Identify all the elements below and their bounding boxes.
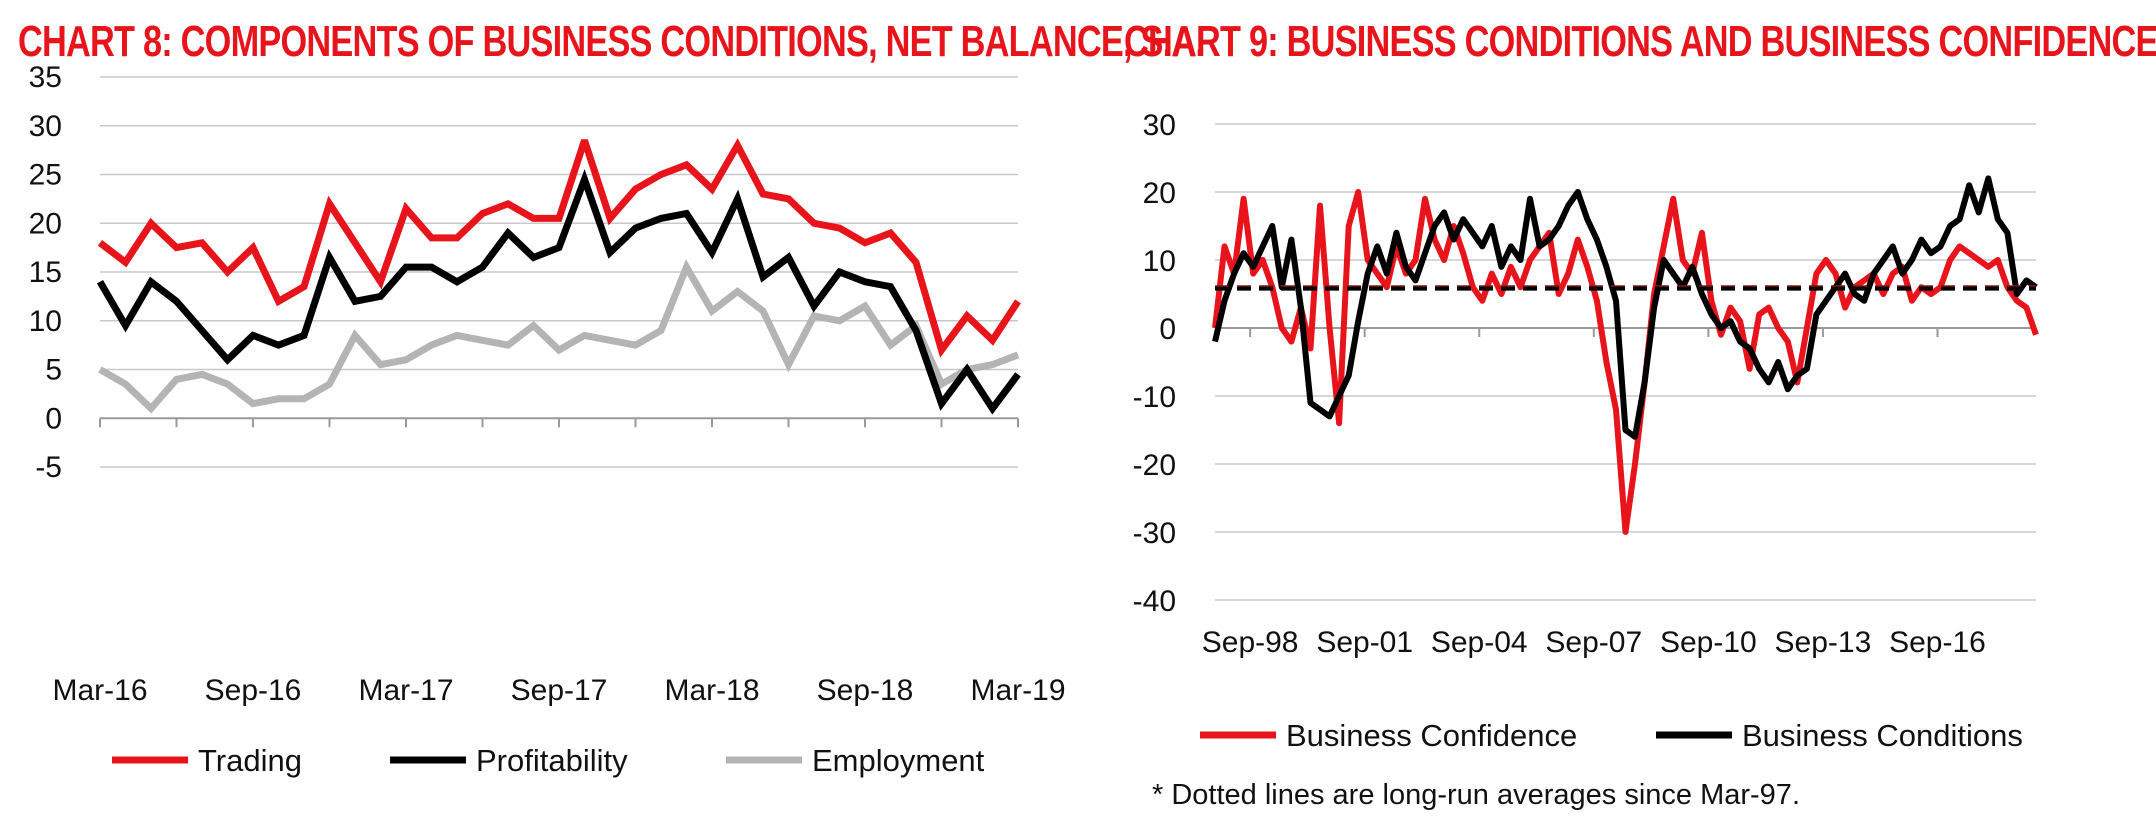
x-tick-label: Sep-04 [1431,626,1528,659]
x-tick-label: Mar-19 [970,674,1065,707]
x-tick-label: Sep-07 [1545,626,1642,659]
chart-9-title: CHART 9: BUSINESS CONDITIONS AND BUSINES… [1124,17,2156,66]
legend-label-business-conditions: Business Conditions [1742,718,2023,753]
legend-label-trading: Trading [198,743,302,778]
footnote: * Dotted lines are long-run averages sin… [1152,779,1800,811]
legend-label-employment: Employment [812,743,985,778]
x-tick-label: Sep-13 [1775,626,1872,659]
y-tick-label: 20 [29,207,62,240]
y-tick-label: 20 [1143,177,1176,210]
chart-9: -40 -30 -20 -10 0 10 20 30 Sep-98 Sep-01 Sep-04 Se… [1133,109,2039,811]
y-tick-label: 0 [45,402,62,435]
x-tick-label: Sep-01 [1316,626,1413,659]
y-tick-label: -30 [1133,517,1176,550]
x-tick-label: Sep-18 [817,674,914,707]
x-tick-label: Mar-17 [358,674,453,707]
chart-8-title: CHART 8: COMPONENTS OF BUSINESS CONDITIO… [18,17,1205,66]
x-tick-label: Mar-16 [52,674,147,707]
series-line-employment [98,259,1020,414]
y-tick-label: 15 [29,256,62,289]
y-tick-label: 10 [29,305,62,338]
chart-8: -5 0 5 10 15 20 25 30 35 Mar-16 Sep-16 Mar-17 Sep-1… [29,61,1066,778]
series-line-business-conditions [1212,175,2038,440]
y-tick-label: 0 [1159,313,1176,346]
y-tick-label: 30 [1143,109,1176,142]
x-tick-label: Sep-16 [1889,626,1986,659]
legend-label-profitability: Profitability [476,743,628,778]
x-tick-label: Sep-17 [511,674,608,707]
series-line-profitability [96,169,1021,415]
y-tick-label: -5 [35,451,62,484]
y-tick-label: -10 [1133,381,1176,414]
series-line-business-confidence [1212,189,2039,535]
series-line-trading [97,138,1021,358]
y-tick-label: 30 [29,110,62,143]
x-tick-label: Sep-10 [1660,626,1757,659]
y-tick-label: 10 [1143,245,1176,278]
x-tick-label: Sep-98 [1202,626,1299,659]
x-tick-label: Sep-16 [205,674,302,707]
y-tick-label: 35 [29,61,62,94]
x-tick-label: Mar-18 [664,674,759,707]
legend-label-business-confidence: Business Confidence [1286,718,1577,753]
y-tick-label: -20 [1133,449,1176,482]
y-tick-label: 5 [45,354,62,387]
y-tick-label: 25 [29,159,62,192]
y-tick-label: -40 [1133,585,1176,618]
